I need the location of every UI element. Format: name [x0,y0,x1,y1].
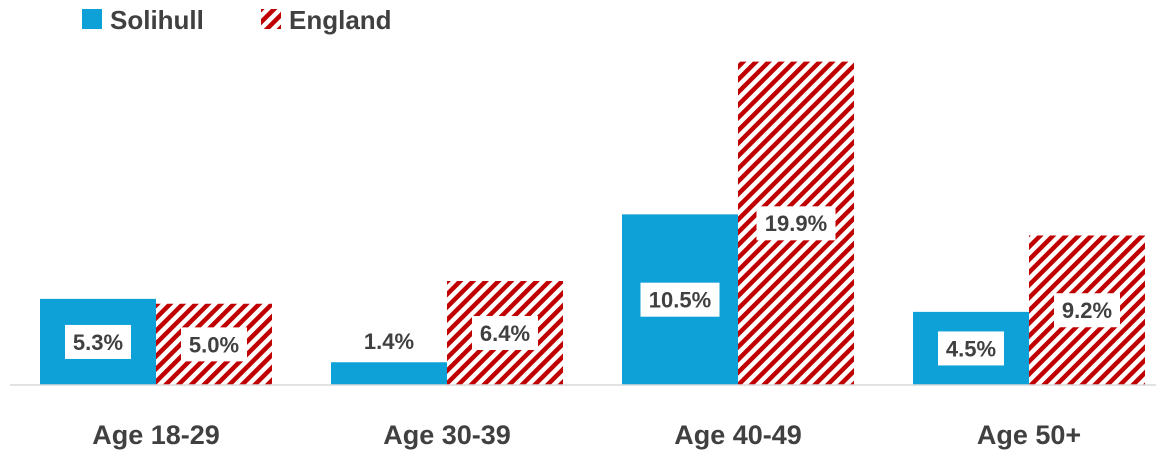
data-label-box-solihull-3 [640,282,720,317]
data-label-box-england-2 [472,316,538,350]
plot-area: 5.3% 5.0% Age 18-29 1.4% 6.4% Age 30-39 10.5% 1… [40,61,1145,450]
data-label-solihull-2: 1.4% [364,329,414,354]
data-label-box-england-1 [181,327,247,362]
data-label-box-solihull-1 [65,324,131,359]
data-label-box-solihull-4 [938,331,1004,366]
legend: Solihull England [82,5,392,35]
data-label-england-4: 9.2% [1062,298,1112,323]
bar-solihull-2 [331,362,447,385]
x-tick-label-3: Age 40-49 [674,420,802,450]
data-label-box-england-4 [1054,293,1120,328]
data-label-solihull-1: 5.3% [73,330,123,355]
data-label-box-england-3 [756,206,836,241]
data-label-england-3: 19.9% [765,211,827,236]
data-label-england-1: 5.0% [189,332,239,357]
x-tick-label-4: Age 50+ [977,420,1081,450]
data-label-solihull-4: 4.5% [946,336,996,361]
x-tick-label-2: Age 30-39 [383,420,511,450]
data-label-solihull-3: 10.5% [649,288,711,313]
legend-label-england: England [289,5,392,35]
legend-label-solihull: Solihull [110,5,204,35]
data-label-england-2: 6.4% [480,321,530,346]
legend-swatch-solihull [82,9,102,29]
x-tick-label-1: Age 18-29 [92,420,220,450]
legend-swatch-england [261,9,281,29]
